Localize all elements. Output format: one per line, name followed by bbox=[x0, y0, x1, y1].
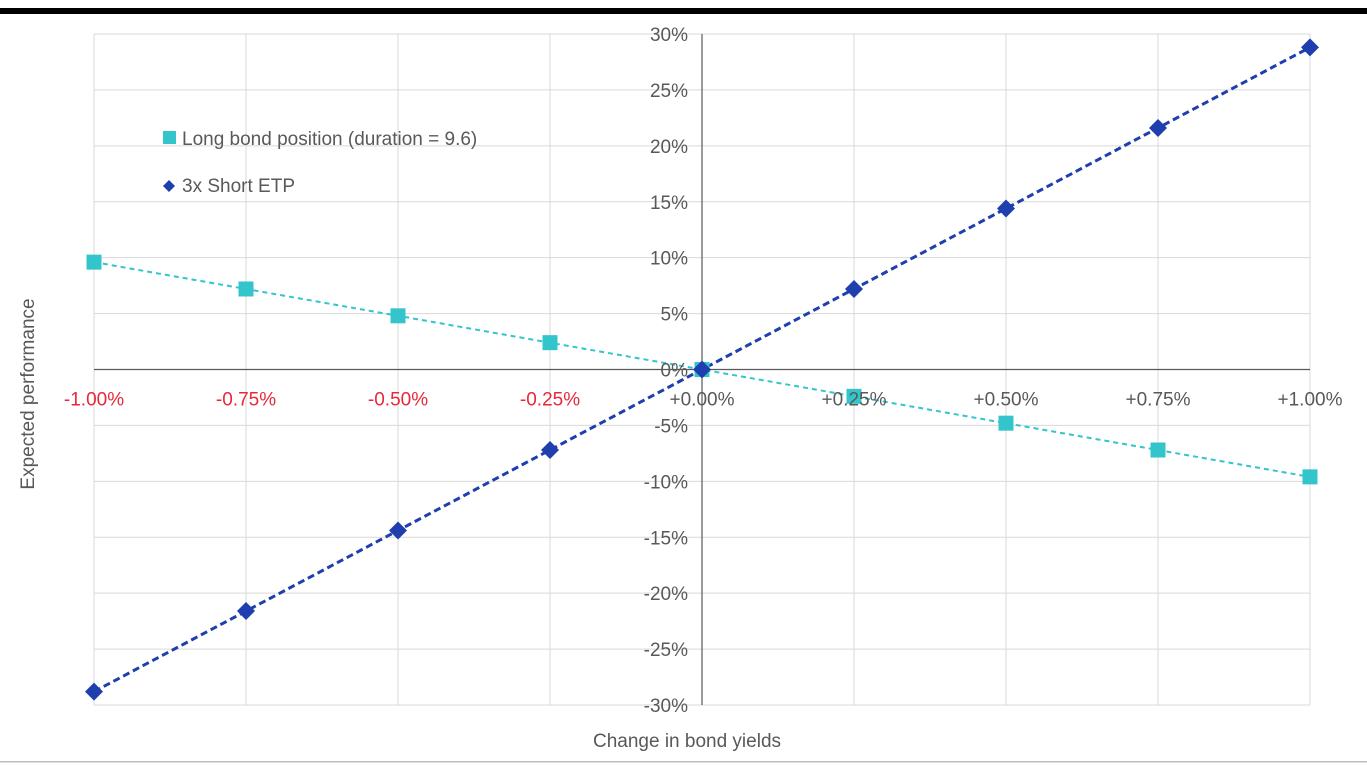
y-axis-title: Expected performance bbox=[18, 298, 39, 489]
y-tick-label: -30% bbox=[644, 696, 688, 717]
marker-short-etp bbox=[389, 521, 407, 540]
marker-short-etp bbox=[541, 441, 559, 460]
y-tick-label: -5% bbox=[654, 416, 688, 437]
marker-short-etp bbox=[693, 360, 711, 379]
y-tick-label: -20% bbox=[644, 584, 688, 605]
bottom-rule bbox=[0, 761, 1367, 763]
x-tick-label: +0.00% bbox=[670, 390, 735, 411]
y-tick-label: 10% bbox=[650, 249, 688, 270]
marker-short-etp bbox=[1149, 118, 1167, 137]
x-tick-label: +1.00% bbox=[1278, 390, 1343, 411]
marker-short-etp bbox=[997, 199, 1015, 218]
marker-long-bond bbox=[1150, 442, 1166, 458]
x-tick-label: -0.75% bbox=[216, 390, 276, 411]
x-axis-title: Change in bond yields bbox=[593, 731, 781, 752]
marker-long-bond bbox=[846, 388, 862, 404]
x-tick-label: -0.50% bbox=[368, 390, 428, 411]
y-tick-label: -25% bbox=[644, 640, 688, 661]
legend-label-long-bond: Long bond position (duration = 9.6) bbox=[182, 129, 477, 150]
x-tick-label: -0.25% bbox=[520, 390, 580, 411]
marker-short-etp bbox=[237, 602, 255, 621]
marker-long-bond bbox=[238, 281, 254, 297]
y-tick-labels: 30% 25% 20% 15% 10% 5% 0% -5% -10% -15% -20% -25% -3… bbox=[644, 25, 688, 717]
x-tick-label: +0.75% bbox=[1126, 390, 1191, 411]
x-tick-label: +0.25% bbox=[822, 390, 887, 411]
series-line-long-bond bbox=[93, 261, 1311, 478]
marker-short-etp bbox=[85, 682, 103, 701]
marker-long-bond bbox=[998, 415, 1014, 431]
legend-marker-short-etp bbox=[163, 180, 175, 192]
marker-short-etp bbox=[1301, 38, 1319, 57]
x-tick-labels: -1.00% -0.75% -0.50% -0.25% +0.00% +0.25% +0.5… bbox=[64, 390, 1343, 411]
y-tick-label: 15% bbox=[650, 193, 688, 214]
marker-long-bond bbox=[86, 254, 102, 270]
markers bbox=[85, 38, 1319, 701]
legend-label-short-etp: 3x Short ETP bbox=[182, 176, 295, 197]
x-tick-label: +0.50% bbox=[974, 390, 1039, 411]
y-tick-label: -15% bbox=[644, 528, 688, 549]
y-tick-label: 20% bbox=[650, 137, 688, 158]
top-rule bbox=[0, 8, 1367, 14]
legend-marker-long-bond bbox=[163, 131, 176, 144]
legend: Long bond position (duration = 9.6) 3x S… bbox=[163, 129, 477, 197]
marker-long-bond bbox=[390, 308, 406, 324]
marker-short-etp bbox=[845, 279, 863, 298]
y-tick-label: 30% bbox=[650, 25, 688, 46]
y-tick-label: 0% bbox=[661, 361, 689, 382]
y-tick-label: 25% bbox=[650, 81, 688, 102]
y-tick-label: -10% bbox=[644, 472, 688, 493]
x-tick-label: -1.00% bbox=[64, 390, 124, 411]
marker-long-bond bbox=[1302, 469, 1318, 485]
marker-long-bond bbox=[542, 335, 558, 351]
y-tick-label: 5% bbox=[661, 305, 689, 326]
